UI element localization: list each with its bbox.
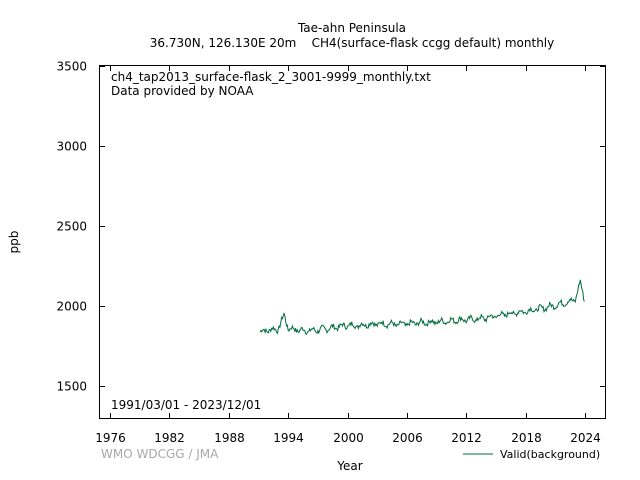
credit-text: WMO WDCGG / JMA <box>101 447 219 461</box>
x-tick-label: 2018 <box>511 431 542 445</box>
x-tick-label: 1982 <box>154 431 185 445</box>
plot-frame <box>99 65 606 419</box>
x-axis-label: Year <box>336 459 362 473</box>
chart-title: Tae-ahn Peninsula <box>297 21 406 35</box>
legend-label: Valid(background) <box>500 448 600 461</box>
x-tick-label: 1976 <box>95 431 126 445</box>
y-tick-label: 2000 <box>56 300 87 314</box>
y-tick-label: 1500 <box>56 380 87 394</box>
y-axis-label: ppb <box>7 231 21 254</box>
x-tick-label: 2012 <box>451 431 482 445</box>
x-tick-label: 2000 <box>333 431 364 445</box>
y-axis: 1500 2000 2500 3000 3500 <box>56 60 605 394</box>
x-tick-label: 1994 <box>273 431 304 445</box>
series-line-valid-background <box>259 279 585 336</box>
chart-subtitle: 36.730N, 126.130E 20m CH4(surface-flask … <box>150 36 555 50</box>
x-axis: 1976 1982 1988 1994 2000 2006 2012 2018 2024 <box>95 66 601 445</box>
provider-annotation: Data provided by NOAA <box>111 84 254 98</box>
x-tick-label: 2006 <box>392 431 423 445</box>
x-tick-label: 1988 <box>214 431 245 445</box>
period-annotation: 1991/03/01 - 2023/12/01 <box>111 398 261 412</box>
y-tick-label: 2500 <box>56 220 87 234</box>
x-tick-label: 2024 <box>570 431 601 445</box>
file-annotation: ch4_tap2013_surface-flask_2_3001-9999_mo… <box>111 70 431 84</box>
y-tick-label: 3000 <box>56 140 87 154</box>
y-tick-label: 3500 <box>56 60 87 74</box>
